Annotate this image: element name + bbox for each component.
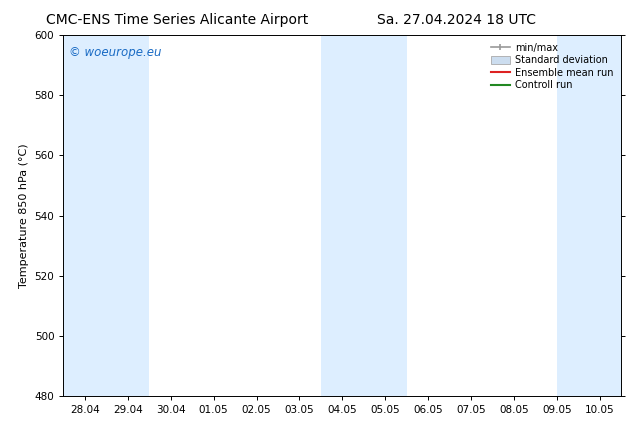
Legend: min/max, Standard deviation, Ensemble mean run, Controll run: min/max, Standard deviation, Ensemble me…	[488, 40, 616, 93]
Bar	[63, 35, 149, 396]
Bar	[557, 35, 621, 396]
Y-axis label: Temperature 850 hPa (°C): Temperature 850 hPa (°C)	[19, 143, 29, 288]
Text: CMC-ENS Time Series Alicante Airport: CMC-ENS Time Series Alicante Airport	[46, 13, 309, 27]
Bar	[321, 35, 407, 396]
Text: © woeurope.eu: © woeurope.eu	[69, 46, 162, 59]
Text: Sa. 27.04.2024 18 UTC: Sa. 27.04.2024 18 UTC	[377, 13, 536, 27]
